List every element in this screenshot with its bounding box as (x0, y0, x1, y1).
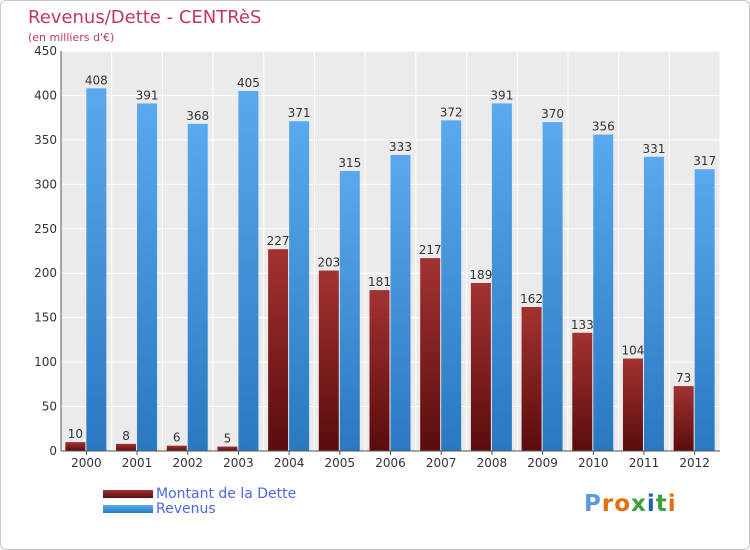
bar-dette (116, 443, 137, 451)
data-label: 368 (186, 109, 209, 123)
data-label: 162 (520, 292, 543, 306)
legend-swatch-revenus (103, 505, 153, 513)
bar-revenus (86, 88, 107, 451)
x-tick-label: 2009 (527, 456, 558, 470)
logo-letter: t (655, 491, 668, 517)
data-label: 8 (122, 429, 130, 443)
y-tick-label: 300 (34, 177, 57, 191)
x-tick-label: 2008 (477, 456, 508, 470)
data-label: 217 (419, 243, 442, 257)
logo-letter: o (614, 491, 632, 517)
bar-revenus (289, 121, 310, 451)
data-label: 181 (368, 275, 391, 289)
x-tick-label: 2002 (172, 456, 203, 470)
data-label: 356 (592, 120, 615, 134)
data-label: 5 (224, 432, 232, 446)
y-tick-label: 0 (49, 444, 57, 458)
bar-revenus (238, 91, 259, 451)
x-tick-label: 2004 (274, 456, 305, 470)
x-tick-label: 2007 (426, 456, 457, 470)
bar-revenus (441, 120, 462, 451)
legend-label-debt: Montant de la Dette (156, 486, 297, 502)
data-label: 73 (676, 371, 691, 385)
data-label: 333 (389, 140, 412, 154)
data-label: 391 (490, 88, 513, 102)
bar-dette (369, 290, 390, 451)
data-label: 10 (68, 427, 83, 441)
bar-dette (572, 332, 593, 451)
data-label: 227 (267, 234, 290, 248)
data-label: 317 (693, 154, 716, 168)
y-tick-label: 50 (42, 400, 57, 414)
x-tick-label: 2005 (325, 456, 356, 470)
bar-dette (268, 249, 289, 451)
data-label: 6 (173, 431, 181, 445)
data-label: 203 (317, 256, 340, 270)
x-tick-label: 2010 (578, 456, 609, 470)
axes: 0 50 100 150 200 250 300 350 400 450 2000 2001 2002 2… (34, 44, 720, 470)
y-tick-label: 200 (34, 266, 57, 280)
bars: 10 408 8 391 6 368 5 405 227 371 203 315 181 333 217 37… (65, 73, 716, 452)
x-tick-label: 2006 (375, 456, 406, 470)
x-tick-label: 2000 (71, 456, 102, 470)
bar-dette (166, 445, 187, 451)
bar-revenus (339, 171, 360, 451)
data-label: 331 (643, 142, 666, 156)
data-label: 370 (541, 107, 564, 121)
x-tick-label: 2003 (223, 456, 254, 470)
bar-revenus (491, 103, 512, 451)
y-tick-label: 250 (34, 222, 57, 236)
bar-dette (318, 270, 339, 451)
bar-revenus (593, 134, 614, 452)
logo-letter: x (631, 491, 647, 517)
y-tick-label: 350 (34, 133, 57, 147)
y-tick-label: 400 (34, 88, 57, 102)
x-tick-label: 2001 (122, 456, 153, 470)
legend-label-revenus: Revenus (156, 501, 216, 517)
data-label: 372 (440, 105, 463, 119)
data-label: 405 (237, 76, 260, 90)
logo-letter: r (601, 491, 615, 517)
data-label: 391 (136, 88, 159, 102)
bar-dette (470, 283, 491, 451)
y-tick-label: 150 (34, 311, 57, 325)
x-tick-label: 2011 (629, 456, 660, 470)
x-tick-label: 2012 (679, 456, 710, 470)
bar-revenus (390, 155, 411, 451)
bar-revenus (542, 122, 563, 451)
data-label: 189 (469, 268, 492, 282)
bar-revenus (187, 123, 208, 451)
bar-dette (521, 307, 542, 451)
data-label: 133 (571, 318, 594, 332)
data-label: 408 (85, 73, 108, 87)
bar-dette (420, 258, 441, 451)
y-tick-label: 450 (34, 44, 57, 58)
bar-dette (217, 446, 238, 451)
data-label: 371 (288, 106, 311, 120)
bar-dette (622, 358, 643, 451)
chart-subtitle: (en milliers d'€) (28, 31, 115, 44)
bar-revenus (643, 156, 664, 451)
logo-letter: i (646, 491, 656, 517)
logo-letter: i (667, 491, 677, 517)
bar-dette (673, 386, 694, 451)
bar-dette (65, 442, 86, 451)
logo-letter: P (584, 491, 602, 517)
legend-swatch-debt (103, 490, 153, 498)
bar-revenus (694, 169, 715, 451)
y-tick-label: 100 (34, 355, 57, 369)
data-label: 104 (622, 344, 645, 358)
proxiti-logo: Proxiti (584, 491, 677, 517)
bar-revenus (137, 103, 158, 451)
chart-title: Revenus/Dette - CENTRèS (28, 7, 262, 28)
data-label: 315 (338, 156, 361, 170)
